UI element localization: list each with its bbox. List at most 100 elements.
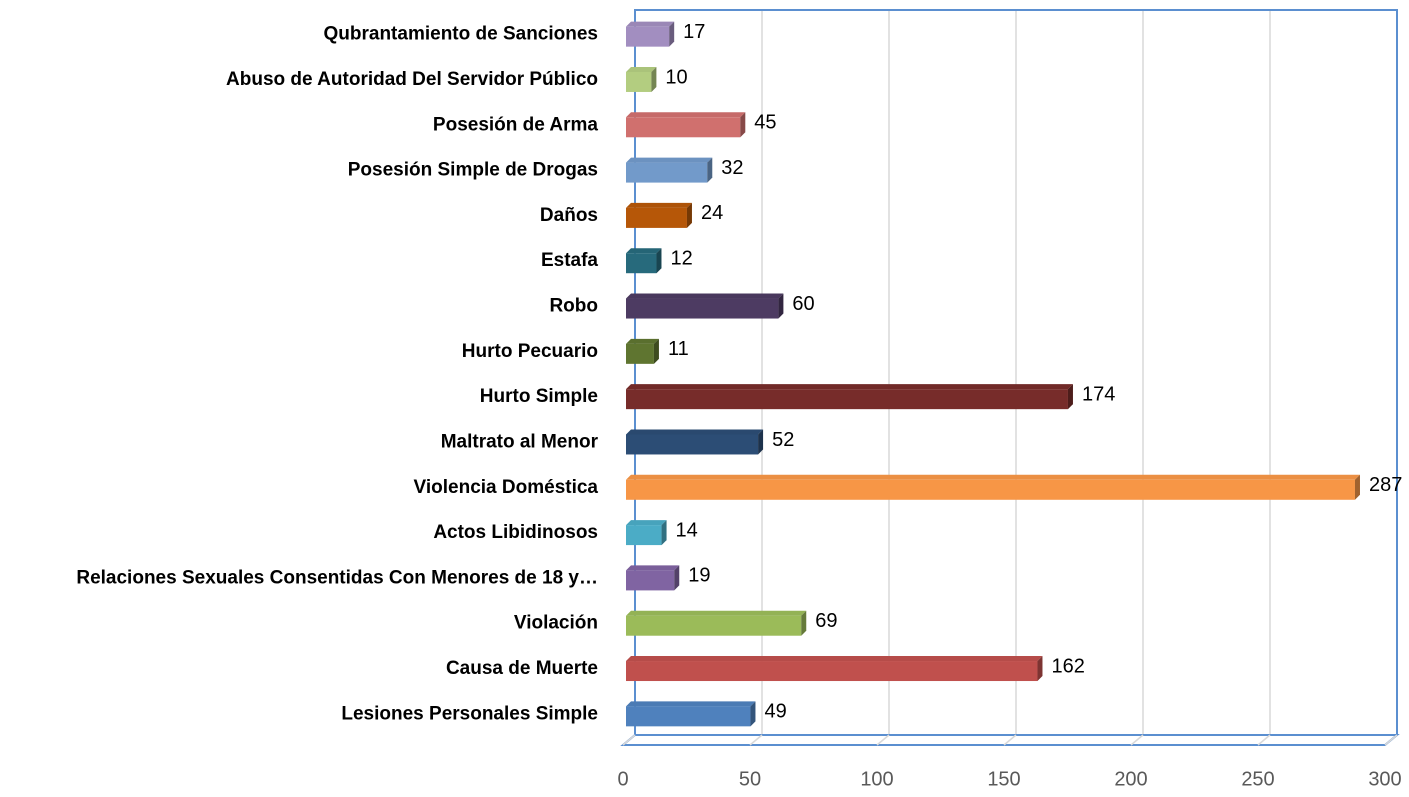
bar-face: [1354, 474, 1360, 500]
bar-face: [758, 429, 764, 455]
bar: [626, 474, 1360, 500]
category-label: Causa de Muerte: [446, 658, 598, 679]
data-label: 19: [688, 565, 710, 587]
x-tick: [749, 734, 763, 746]
bar-face: [626, 525, 662, 546]
bar-face: [778, 293, 784, 319]
bar-face: [626, 248, 662, 254]
bar-face: [626, 701, 756, 707]
x-tick: [1130, 734, 1144, 746]
category-label: Lesiones Personales Simple: [341, 703, 598, 724]
bar-face: [626, 117, 741, 138]
data-label: 162: [1051, 655, 1084, 677]
x-tick: [1384, 734, 1398, 746]
bar-face: [626, 565, 680, 571]
bar: [626, 701, 756, 727]
bar: [626, 248, 662, 274]
bar-face: [626, 610, 807, 616]
x-tick-label: 150: [987, 768, 1020, 790]
category-label: Hurto Simple: [480, 386, 598, 407]
bar-face: [626, 661, 1038, 682]
bar-face: [626, 338, 659, 344]
x-tick-label: 0: [617, 768, 628, 790]
bar-face: [626, 253, 657, 274]
bar: [626, 429, 764, 455]
bar: [626, 66, 657, 92]
bar-face: [626, 384, 1073, 390]
bar-face: [674, 565, 680, 591]
category-label: Violencia Doméstica: [414, 477, 599, 498]
category-label: Posesión de Arma: [433, 114, 599, 135]
bar: [626, 610, 807, 636]
bar-face: [626, 298, 779, 319]
bar-face: [707, 157, 713, 183]
bar-face: [669, 21, 675, 47]
bar-face: [626, 434, 759, 455]
bar-face: [626, 656, 1043, 662]
bar-face: [686, 202, 692, 228]
bar-face: [1067, 384, 1073, 410]
category-label: Posesión Simple de Drogas: [348, 160, 598, 181]
category-label: Qubrantamiento de Sanciones: [324, 24, 599, 45]
x-tick: [1257, 734, 1271, 746]
data-label: 17: [683, 21, 705, 43]
bar: [626, 338, 659, 364]
data-label: 69: [815, 610, 837, 632]
bar: [626, 202, 692, 228]
category-label: Relaciones Sexuales Consentidas Con Meno…: [76, 567, 598, 588]
bar-face: [626, 293, 784, 299]
bar-face: [626, 162, 708, 183]
bar-face: [626, 429, 764, 435]
bar-face: [656, 248, 662, 274]
bar-face: [750, 701, 756, 727]
data-label: 24: [701, 202, 723, 224]
category-label: Robo: [549, 296, 598, 317]
category-label: Estafa: [541, 250, 598, 271]
bar: [626, 520, 667, 546]
bar-face: [651, 66, 657, 92]
bar: [626, 112, 746, 138]
data-label: 12: [670, 248, 692, 270]
bar-face: [626, 26, 670, 47]
category-label: Actos Libidinosos: [433, 522, 598, 543]
bar-face: [653, 338, 659, 364]
bar: [626, 293, 784, 319]
x-tick-label: 200: [1114, 768, 1147, 790]
x-tick-label: 250: [1241, 768, 1274, 790]
bar: [626, 21, 675, 47]
bar-face: [626, 112, 746, 118]
bar-face: [740, 112, 746, 138]
data-label: 52: [772, 429, 794, 451]
bar-face: [626, 615, 802, 636]
bar: [626, 656, 1043, 682]
category-label: Abuso de Autoridad Del Servidor Público: [226, 69, 598, 90]
x-tick-label: 50: [739, 768, 761, 790]
data-label: 287: [1369, 474, 1402, 496]
category-label: Daños: [540, 205, 598, 226]
data-label: 11: [668, 338, 689, 360]
bar-face: [626, 389, 1068, 410]
bar-face: [626, 71, 652, 92]
x-tick: [622, 734, 636, 746]
data-label: 60: [792, 293, 814, 315]
category-label: Violación: [514, 613, 598, 634]
bar-face: [1037, 656, 1043, 682]
x-tick: [1003, 734, 1017, 746]
x-tick-label: 100: [860, 768, 893, 790]
bar-face: [626, 202, 692, 208]
data-label: 14: [676, 519, 698, 541]
bar-face: [626, 706, 751, 727]
wall-frame: [634, 9, 1398, 735]
bar-face: [626, 520, 667, 526]
data-label: 174: [1082, 383, 1115, 405]
data-label: 32: [721, 157, 743, 179]
bar-face: [626, 343, 654, 364]
bar-face: [626, 570, 675, 591]
x-tick-label: 300: [1368, 768, 1401, 790]
bar-face: [626, 207, 687, 228]
data-label: 10: [665, 66, 687, 88]
category-label: Maltrato al Menor: [441, 431, 599, 452]
bar-face: [626, 66, 657, 72]
x-tick: [876, 734, 890, 746]
